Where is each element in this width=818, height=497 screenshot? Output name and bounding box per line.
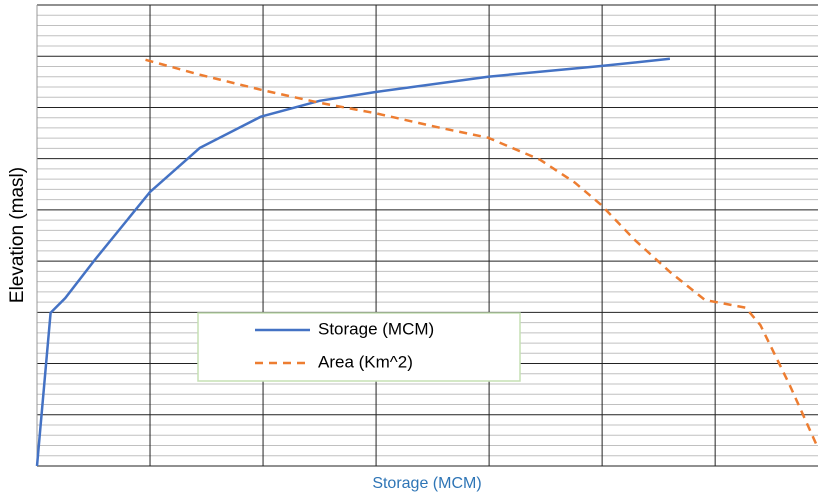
x-axis-label: Storage (MCM) (372, 475, 481, 492)
data-line (35, 57, 671, 467)
legend-label: Storage (MCM) (318, 319, 434, 338)
legend-box (197, 312, 521, 382)
legend-label: Area (Km^2) (318, 352, 413, 371)
data-line (145, 58, 818, 449)
y-axis-label: Elevation (masl) (7, 167, 28, 303)
